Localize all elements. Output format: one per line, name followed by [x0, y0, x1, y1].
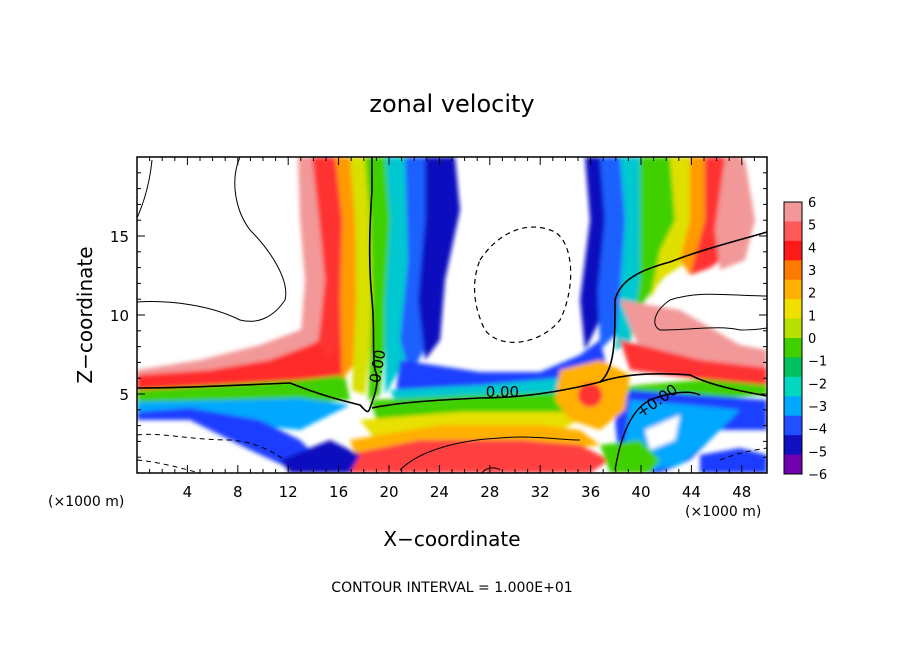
- contour-dashed-bottom-left2: [137, 459, 201, 473]
- colorbar-label: −6: [808, 468, 827, 483]
- chart-title: zonal velocity: [369, 90, 534, 118]
- colorbar-label: 5: [808, 219, 816, 234]
- colorbar-label: 6: [808, 196, 816, 211]
- colorbar-swatch: [784, 299, 802, 320]
- x-tick-label: 28: [480, 483, 499, 501]
- field-left-column-yellow: [350, 157, 375, 395]
- colorbar-swatch: [784, 396, 802, 417]
- field-bottom-right-green: [600, 440, 660, 473]
- colorbar-swatch: [784, 357, 802, 378]
- colorbar-swatch: [784, 221, 802, 242]
- colorbar-label: 1: [808, 309, 816, 324]
- colorbar-swatch: [784, 376, 802, 397]
- x-axis-label: X−coordinate: [383, 527, 520, 551]
- field-left-column-darkblue: [418, 157, 460, 360]
- x-axis-ticks: 4 8 12 16 20 24 28 32 36 40 44 48: [149, 157, 755, 501]
- contour-thin-right: [654, 293, 767, 331]
- x-tick-label: 48: [732, 483, 751, 501]
- field-left-band-darkblue: [137, 408, 330, 473]
- field-bottom-band-red: [345, 440, 610, 473]
- colorbar-label: 2: [808, 287, 816, 302]
- field-right-column-pink: [715, 157, 755, 270]
- x-tick-label: 20: [379, 483, 398, 501]
- x-unit-left: (×1000 m): [48, 494, 124, 510]
- field-left-band-red: [137, 330, 345, 390]
- y-axis-ticks: 5 10 15: [110, 172, 767, 458]
- y-axis-label: Z−coordinate: [73, 246, 97, 383]
- field-center-core: [578, 383, 602, 407]
- colorbar-label: −2: [808, 377, 827, 392]
- field-right-band-pink: [620, 300, 767, 375]
- colorbar-frame: [783, 201, 803, 475]
- y-tick-label: 5: [119, 386, 129, 404]
- contour-thin-left: [137, 157, 287, 322]
- x-tick-label: 44: [682, 483, 701, 501]
- y-tick-label: 10: [110, 307, 129, 325]
- contour-thin-top-left: [137, 159, 153, 219]
- x-tick-label: 32: [531, 483, 550, 501]
- field-right-band-red: [620, 340, 767, 385]
- field-fill: [137, 157, 767, 473]
- field-bottom-band-orange: [350, 425, 600, 470]
- colorbar-swatch: [784, 260, 802, 281]
- colorbar-swatch: [784, 435, 802, 456]
- field-bottom-left-blue: [280, 440, 360, 473]
- contour-label: 0.00: [486, 383, 519, 401]
- field-left-column-green: [365, 157, 395, 400]
- colorbar-swatch: [784, 318, 802, 339]
- colorbar-swatch: [784, 454, 802, 475]
- footer-contour-interval: CONTOUR INTERVAL = 1.000E+01: [331, 580, 572, 596]
- contour-lines: [137, 157, 767, 473]
- field-left-band-blue: [137, 398, 350, 430]
- colorbar-label: −5: [808, 445, 827, 460]
- y-tick-label: 15: [110, 228, 129, 246]
- colorbar-swatch: [784, 240, 802, 261]
- colorbar-swatch: [784, 202, 802, 222]
- x-tick-label: 24: [430, 483, 449, 501]
- contour-dashed-bottom-right: [719, 447, 767, 461]
- contour-dashed-center: [474, 226, 572, 343]
- contour-zero-right: [599, 373, 767, 397]
- contour-zero-bottom: [371, 231, 767, 409]
- plot-area: 0.000.00 +0.00: [137, 157, 767, 473]
- contour-zero-lower-right: [614, 391, 701, 471]
- x-tick-label: 16: [329, 483, 348, 501]
- colorbar-label: −1: [808, 355, 827, 370]
- colorbar-label: −3: [808, 400, 827, 415]
- colorbar: 6 5 4 3 2 1 0 −1 −2 −3 −4 −5 −6: [783, 196, 827, 483]
- x-tick-label: 12: [279, 483, 298, 501]
- x-tick-label: 36: [581, 483, 600, 501]
- colorbar-label: 3: [808, 264, 816, 279]
- field-bottom-right-darkblue: [700, 448, 767, 473]
- x-tick-label: 8: [233, 483, 243, 501]
- contour-label: 0.00: [366, 348, 390, 384]
- colorbar-swatch: [784, 338, 802, 358]
- contour-zero-left: [137, 157, 378, 413]
- field-right-band-cyan: [625, 400, 740, 470]
- x-unit-right: (×1000 m): [685, 504, 761, 520]
- colorbar-label: 4: [808, 241, 816, 256]
- contour-dashed-bottom-left: [137, 433, 286, 461]
- colorbar-label: 0: [808, 332, 816, 347]
- x-tick-label: 4: [183, 483, 193, 501]
- x-tick-label: 40: [631, 483, 650, 501]
- contour-thin-bottom-center: [399, 436, 581, 471]
- colorbar-label: −4: [808, 423, 827, 438]
- field-right-hole: [645, 415, 680, 450]
- colorbar-swatch: [784, 279, 802, 300]
- colorbar-swatch: [784, 415, 802, 436]
